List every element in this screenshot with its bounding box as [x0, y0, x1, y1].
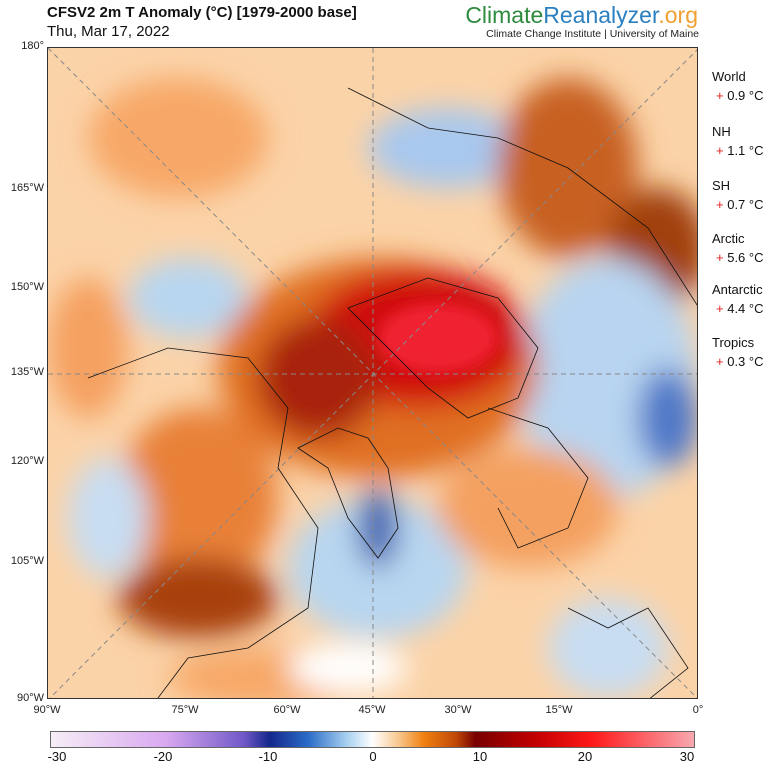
lon-tick-label: 45°W: [358, 704, 386, 716]
colorbar-label: 0: [369, 749, 377, 764]
brand-part1: Climate: [465, 2, 544, 28]
colorbar-label: 30: [679, 749, 695, 764]
lat-tick-label: 180°: [21, 40, 44, 52]
stat-value: 0.9 °C: [727, 88, 764, 103]
stat-label: NH: [712, 124, 731, 139]
stat-label: Tropics: [712, 335, 755, 350]
stat-value: 4.4 °C: [727, 301, 764, 316]
lat-tick-label: 150°W: [10, 281, 44, 293]
stat-value: 5.6 °C: [727, 250, 764, 265]
stat-nh: NH + 1.1 °C: [712, 124, 764, 158]
stat-label: World: [712, 69, 746, 84]
map-canvas: [48, 48, 697, 698]
lon-tick-label: 30°W: [444, 704, 472, 716]
institution-text: Climate Change Institute | University of…: [486, 28, 699, 40]
stat-sign: +: [716, 143, 724, 158]
stat-sign: +: [716, 301, 724, 316]
colorbar-label: 10: [472, 749, 488, 764]
stat-sh: SH + 0.7 °C: [712, 178, 764, 212]
colorbar-label: -30: [47, 749, 67, 764]
lat-tick-label: 135°W: [10, 366, 44, 378]
stat-sign: +: [716, 250, 724, 265]
lon-tick-label: 75°W: [171, 704, 199, 716]
stat-arctic: Arctic + 5.6 °C: [712, 231, 764, 265]
colorbar: [50, 731, 695, 748]
stat-sign: +: [716, 88, 724, 103]
colorbar-label: 20: [577, 749, 593, 764]
stat-tropics: Tropics + 0.3 °C: [712, 335, 764, 369]
anomaly-field: [48, 78, 697, 698]
lat-tick-label: 90°W: [16, 692, 44, 704]
lat-tick-label: 105°W: [10, 555, 44, 567]
stat-label: SH: [712, 178, 731, 193]
brand-part3: .org: [658, 2, 698, 28]
stat-sign: +: [716, 354, 724, 369]
stat-value: 0.7 °C: [727, 197, 764, 212]
stat-world: World + 0.9 °C: [712, 69, 764, 103]
map-title: CFSV2 2m T Anomaly (°C) [1979-2000 base]: [47, 4, 357, 21]
coastlines: [87, 87, 697, 698]
lat-tick-label: 120°W: [10, 455, 44, 467]
lon-tick-label: 60°W: [273, 704, 301, 716]
stat-value: 1.1 °C: [727, 143, 764, 158]
lat-tick-label: 165°W: [10, 182, 44, 194]
colorbar-label: -20: [153, 749, 173, 764]
graticule: [48, 48, 697, 698]
stat-value: 0.3 °C: [727, 354, 764, 369]
brand-logo[interactable]: ClimateReanalyzer.org: [465, 2, 698, 29]
colorbar-label: -10: [258, 749, 278, 764]
lon-tick-label: 0°: [692, 704, 704, 716]
stat-label: Arctic: [712, 231, 745, 246]
brand-part2: Reanalyzer: [543, 2, 659, 28]
anomaly-map[interactable]: [47, 47, 698, 699]
stat-label: Antarctic: [712, 282, 763, 297]
stat-sign: +: [716, 197, 724, 212]
lon-tick-label: 90°W: [33, 704, 61, 716]
stat-antarctic: Antarctic + 4.4 °C: [712, 282, 764, 316]
map-date: Thu, Mar 17, 2022: [47, 23, 170, 40]
lon-tick-label: 15°W: [545, 704, 573, 716]
